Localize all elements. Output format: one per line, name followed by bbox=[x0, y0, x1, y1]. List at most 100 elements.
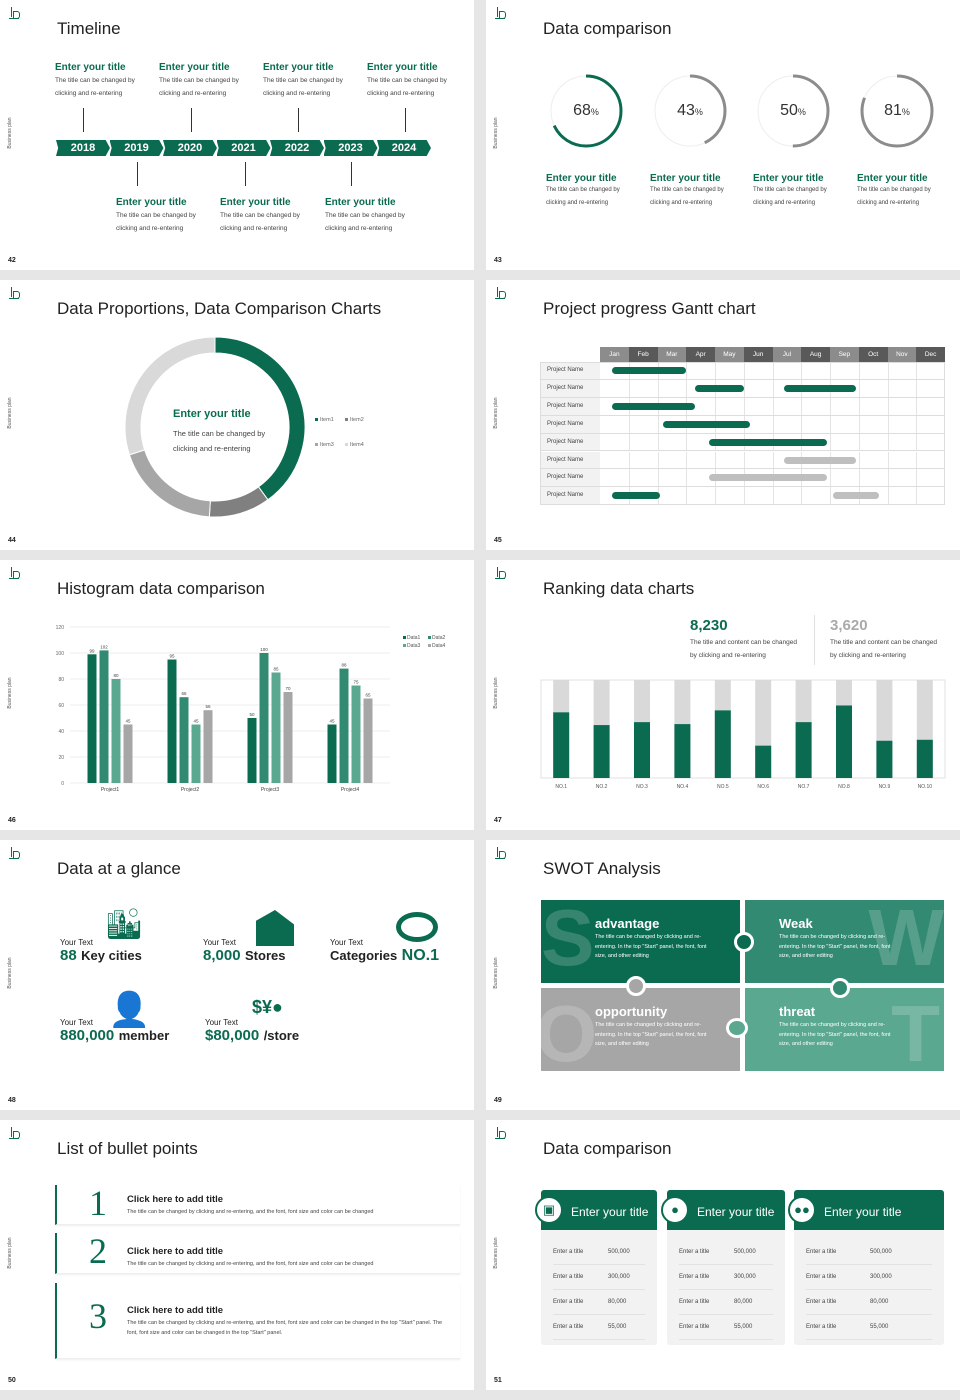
slide-43-data-comparison[interactable]: Business plan 43 Data comparison 68% Ente… bbox=[486, 0, 960, 270]
legend-label: Data3 bbox=[407, 643, 421, 649]
bullet-item[interactable]: 2 Click here to add title The title can be… bbox=[55, 1231, 460, 1274]
slide-47-ranking[interactable]: Business plan 47 Ranking data charts 8,2… bbox=[486, 560, 960, 830]
text: /store bbox=[263, 1028, 300, 1043]
side-label: Business plan bbox=[493, 117, 499, 149]
row-label: Project Name bbox=[540, 451, 600, 469]
grid-line bbox=[628, 415, 630, 433]
grid-line bbox=[743, 451, 745, 469]
rank-bar-no10 bbox=[916, 739, 933, 778]
slide-46-histogram[interactable]: Business plan 46 Histogram data comparis… bbox=[0, 560, 474, 830]
gantt-bar-active[interactable] bbox=[784, 384, 856, 392]
grid-line bbox=[858, 379, 860, 397]
stat-categories: Your Text Categories NO.1 bbox=[330, 938, 439, 965]
text: NO.1 bbox=[401, 947, 439, 964]
grid-line bbox=[830, 487, 831, 505]
year-marker: 2022 bbox=[270, 140, 324, 156]
text: Item4 bbox=[350, 442, 364, 448]
gantt-bar-active[interactable] bbox=[611, 402, 695, 410]
text: Click here to add title bbox=[127, 1246, 224, 1257]
percent-value: 50% bbox=[757, 75, 829, 148]
x-tick-label: NO.6 bbox=[757, 784, 769, 790]
grid-line bbox=[830, 433, 831, 451]
gantt-bar-active[interactable] bbox=[611, 492, 661, 500]
grid-line bbox=[743, 487, 745, 505]
grid-line bbox=[916, 397, 918, 415]
legend-item: Item2 bbox=[345, 417, 375, 423]
text: Your Text bbox=[203, 938, 236, 947]
year-marker: 2023 bbox=[323, 140, 378, 156]
grid-line bbox=[772, 362, 774, 379]
gantt-bar-planned[interactable] bbox=[832, 492, 879, 500]
connector-line bbox=[137, 162, 138, 186]
legend-item: Item3 bbox=[315, 442, 345, 448]
legend-swatch bbox=[403, 636, 406, 639]
grid-line bbox=[628, 433, 630, 451]
bullet-item[interactable]: 1 Click here to add title The title can be… bbox=[55, 1183, 460, 1225]
card-header: Enter your title bbox=[541, 1190, 657, 1230]
gantt-bar-planned[interactable] bbox=[709, 474, 828, 482]
text: 500,000 bbox=[608, 1249, 630, 1255]
text: $80,000 bbox=[205, 1027, 260, 1044]
legend-item: Item4 bbox=[345, 442, 375, 448]
page-number: 49 bbox=[494, 1097, 502, 1104]
text: 55,000 bbox=[870, 1324, 889, 1330]
x-tick-label: NO.1 bbox=[555, 784, 567, 790]
legend-swatch bbox=[403, 644, 406, 647]
slide-44-proportions[interactable]: Business plan 44 Data Proportions, Data … bbox=[0, 280, 474, 550]
gantt-bar-planned[interactable] bbox=[784, 456, 856, 464]
text: Enter a title bbox=[806, 1324, 837, 1330]
text: Weak bbox=[779, 916, 813, 931]
card-row: Enter a title 300,000 bbox=[679, 1265, 773, 1290]
text: Item1 bbox=[320, 417, 334, 423]
slide-48-glance[interactable]: Business plan 48 Data at a glance Your T… bbox=[0, 840, 474, 1110]
grid-line bbox=[743, 362, 745, 379]
month-header: Feb bbox=[628, 347, 658, 362]
logo-icon bbox=[495, 847, 506, 859]
text: Enter your title bbox=[55, 62, 126, 73]
grid-line bbox=[686, 433, 688, 451]
gantt-bar-active[interactable] bbox=[694, 384, 744, 392]
bar-project3-data1 bbox=[247, 718, 257, 783]
text: The title can be changed by bbox=[263, 77, 343, 84]
month-header: Jul bbox=[772, 347, 802, 362]
slide-42-timeline[interactable]: Business plan 42 Timeline 2018 2019 2020 20… bbox=[0, 0, 474, 270]
data-label: 88 bbox=[341, 663, 347, 668]
gantt-bar-active[interactable] bbox=[709, 438, 828, 446]
divider bbox=[814, 615, 815, 665]
text: 500,000 bbox=[734, 1249, 756, 1255]
gantt-bar-active[interactable] bbox=[611, 367, 687, 374]
text: The title can be changed by clicking and… bbox=[127, 1261, 374, 1267]
x-tick-label: NO.9 bbox=[879, 784, 891, 790]
slide-50-bullets[interactable]: Business plan 50 List of bullet points 1… bbox=[0, 1120, 474, 1390]
data-label: 56 bbox=[205, 704, 211, 709]
grid-line bbox=[743, 379, 745, 397]
slide-45-gantt[interactable]: Business plan 45 Project progress Gantt … bbox=[486, 280, 960, 550]
bullet-item[interactable]: 3 Click here to add title The title can be… bbox=[55, 1283, 460, 1359]
text: 2 bbox=[89, 1231, 107, 1271]
text: Item2 bbox=[350, 417, 364, 423]
slide-title: Data at a glance bbox=[57, 859, 181, 878]
gantt-row: Project Name bbox=[540, 397, 945, 416]
text: clicking and re-entering bbox=[546, 200, 609, 206]
slide-51-data-comparison[interactable]: Business plan 51 Data comparison Enter y… bbox=[486, 1120, 960, 1390]
grid-line bbox=[628, 379, 630, 397]
text: 300,000 bbox=[734, 1274, 756, 1280]
row-label: Project Name bbox=[540, 415, 600, 433]
swot-weaknesses[interactable]: W Weak The title can be changed by clickin… bbox=[745, 900, 944, 983]
percent-value: 43% bbox=[654, 75, 726, 148]
grid-line bbox=[743, 397, 745, 415]
text: Enter a title bbox=[679, 1249, 710, 1255]
stat-secondary: 3,620 The title and content can be chang… bbox=[830, 617, 937, 662]
gantt-bar-active[interactable] bbox=[663, 420, 750, 428]
text: 8,000 bbox=[203, 947, 241, 964]
percent-value: 68% bbox=[550, 75, 622, 148]
text: O bbox=[541, 989, 598, 1071]
text: Enter a title bbox=[806, 1299, 837, 1305]
slide-title: Data Proportions, Data Comparison Charts bbox=[57, 299, 382, 318]
x-tick-label: Project2 bbox=[181, 787, 200, 793]
donut-center-desc: The title can be changed by clicking and … bbox=[173, 426, 265, 456]
